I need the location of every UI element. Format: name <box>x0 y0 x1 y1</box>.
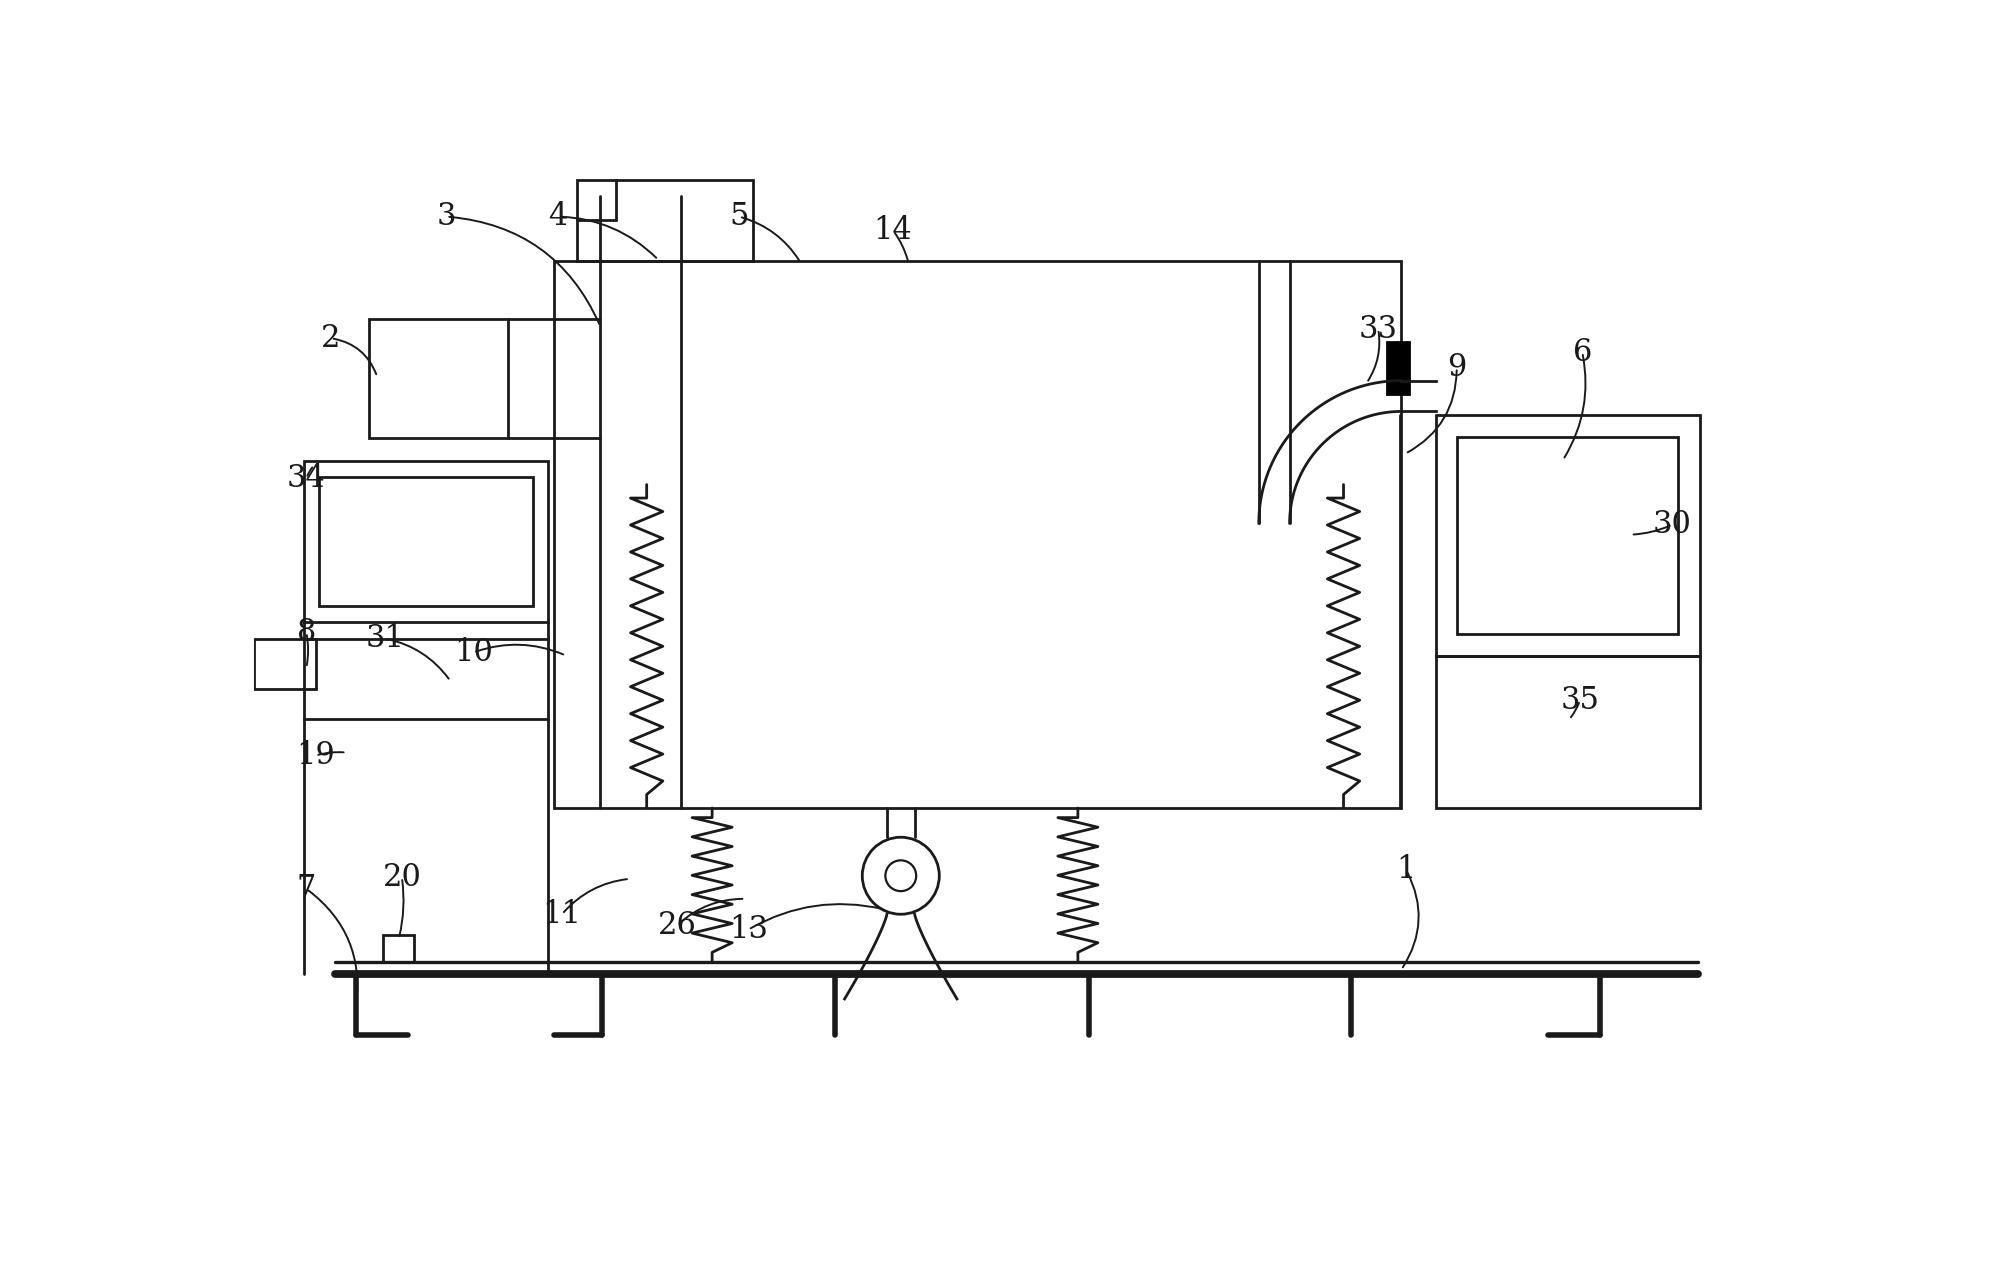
Text: 13: 13 <box>729 914 767 945</box>
Text: 20: 20 <box>382 862 420 893</box>
Text: 19: 19 <box>297 741 335 771</box>
Bar <box>255 638 315 688</box>
Text: 14: 14 <box>874 215 912 246</box>
Text: 30: 30 <box>1653 509 1691 540</box>
Text: 4: 4 <box>548 201 568 231</box>
Text: 9: 9 <box>1446 352 1466 382</box>
Text: 5: 5 <box>729 201 749 231</box>
Text: 2: 2 <box>321 322 341 354</box>
Text: 34: 34 <box>287 463 327 494</box>
Text: 1: 1 <box>1396 854 1416 885</box>
Text: 35: 35 <box>1560 684 1600 716</box>
Text: 11: 11 <box>542 899 582 930</box>
Bar <box>554 261 1400 808</box>
Bar <box>1386 341 1408 394</box>
Bar <box>382 935 414 962</box>
Bar <box>1436 416 1699 656</box>
Bar <box>305 462 548 622</box>
Text: 10: 10 <box>454 637 492 668</box>
Text: 8: 8 <box>297 616 317 648</box>
Text: 33: 33 <box>1359 313 1398 344</box>
Text: 31: 31 <box>365 623 404 654</box>
Bar <box>1458 437 1679 634</box>
Bar <box>369 318 508 439</box>
Text: 26: 26 <box>657 909 697 940</box>
Bar <box>305 638 548 719</box>
Bar <box>319 477 532 606</box>
Bar <box>1436 656 1699 808</box>
Text: 3: 3 <box>436 201 456 231</box>
Bar <box>578 180 753 261</box>
Text: 6: 6 <box>1572 336 1592 367</box>
Text: 7: 7 <box>297 874 317 904</box>
